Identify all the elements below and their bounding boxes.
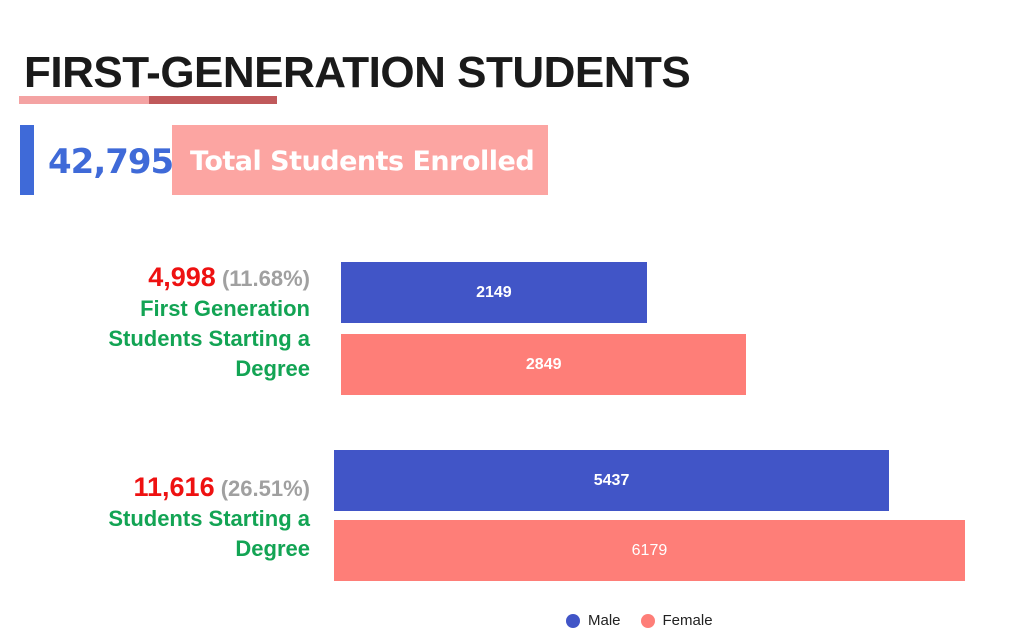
- bar-group-1-male: 2149: [341, 262, 647, 323]
- group-2-title: Students Starting a Degree: [108, 506, 310, 561]
- bar-group-2-male: 5437: [334, 450, 890, 511]
- total-label-box: [172, 125, 548, 195]
- legend-female-dot: [640, 613, 655, 628]
- bar-value: 5437: [593, 471, 630, 489]
- total-value: 42,795: [48, 142, 174, 182]
- group-2-percent: (26.51%): [220, 476, 310, 501]
- group-1-percent: (11.68%): [221, 266, 310, 291]
- page-title: FIRST-GENERATION STUDENTS: [24, 48, 691, 97]
- legend: Male Female: [566, 612, 713, 629]
- bar-group-1-female: 2849: [341, 334, 747, 395]
- title-underline-light: [19, 96, 149, 104]
- legend-female: Female: [662, 612, 713, 629]
- bar-group-2-female: 6179: [334, 520, 965, 581]
- bar-value: 6179: [631, 541, 668, 559]
- group-1-title: First Generation Students Starting a Deg…: [108, 296, 310, 381]
- title-underline-dark: [149, 96, 277, 104]
- accent-bar: [20, 125, 34, 195]
- bar-value: 2849: [525, 355, 562, 373]
- bar-value: 2149: [476, 283, 512, 301]
- legend-male: Male: [588, 612, 621, 629]
- group-2-count: 11,616: [133, 472, 215, 502]
- group-1-count: 4,998: [148, 262, 216, 292]
- legend-male-dot: [566, 613, 580, 628]
- total-label: Total Students Enrolled: [190, 146, 535, 177]
- group-1-label: 4,998 (11.68%) First Generation Students…: [50, 262, 310, 384]
- group-2-label: 11,616 (26.51%) Students Starting a Degr…: [50, 472, 310, 564]
